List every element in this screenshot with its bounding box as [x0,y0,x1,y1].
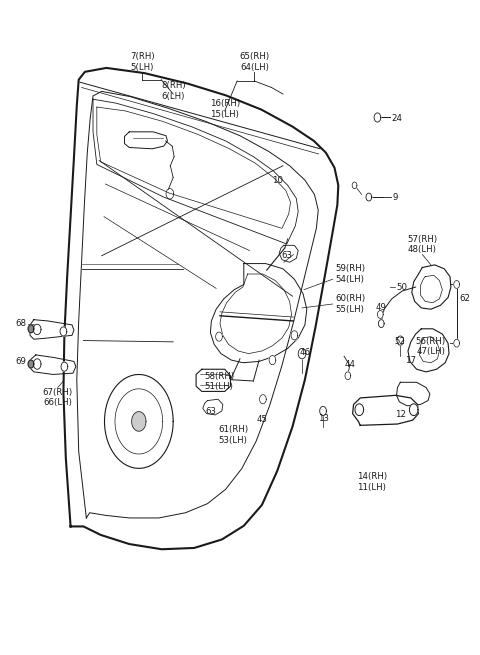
Text: 58(RH)
51(LH): 58(RH) 51(LH) [204,372,234,391]
Polygon shape [115,389,163,454]
Text: 65(RH)
64(LH): 65(RH) 64(LH) [239,52,269,72]
Polygon shape [298,348,306,359]
Text: 24: 24 [392,114,403,123]
Text: 61(RH)
53(LH): 61(RH) 53(LH) [218,425,248,445]
Text: 14(RH)
11(LH): 14(RH) 11(LH) [357,472,387,492]
Text: 68: 68 [15,319,26,328]
Text: 63: 63 [206,407,217,416]
Polygon shape [374,113,381,122]
Polygon shape [454,339,459,347]
Polygon shape [216,332,222,341]
Text: 10: 10 [272,176,283,185]
Polygon shape [61,362,68,371]
Polygon shape [60,327,67,336]
Text: 56(RH)
47(LH): 56(RH) 47(LH) [416,337,446,356]
Polygon shape [345,372,351,380]
Text: 7(RH)
5(LH): 7(RH) 5(LH) [130,52,155,72]
Text: 60(RH)
55(LH): 60(RH) 55(LH) [336,294,366,314]
Polygon shape [320,406,326,415]
Polygon shape [355,404,364,415]
Polygon shape [397,336,404,345]
Polygon shape [28,360,34,368]
Polygon shape [105,375,173,468]
Text: 59(RH)
54(LH): 59(RH) 54(LH) [336,265,365,284]
Text: 52: 52 [395,337,406,346]
Polygon shape [352,182,357,189]
Polygon shape [34,359,41,369]
Text: 50: 50 [396,282,408,291]
Polygon shape [366,193,372,201]
Text: 57(RH)
48(LH): 57(RH) 48(LH) [407,235,437,254]
Text: 9: 9 [393,193,398,202]
Polygon shape [34,324,41,335]
Text: 44: 44 [344,360,355,369]
Polygon shape [409,404,418,415]
Polygon shape [291,331,298,340]
Polygon shape [454,280,459,288]
Text: 62: 62 [459,294,470,303]
Text: 16(RH)
15(LH): 16(RH) 15(LH) [210,100,240,119]
Polygon shape [260,395,266,404]
Text: 12: 12 [395,409,406,419]
Polygon shape [28,325,34,333]
Text: 63: 63 [281,251,292,259]
Polygon shape [269,356,276,365]
Text: 45: 45 [256,415,267,424]
Polygon shape [378,320,384,328]
Text: 69: 69 [15,357,26,366]
Text: 17: 17 [405,356,416,365]
Text: 8(RH)
6(LH): 8(RH) 6(LH) [161,81,185,100]
Polygon shape [377,310,383,318]
Text: 49: 49 [376,303,387,312]
Polygon shape [132,411,146,431]
Text: 46: 46 [300,348,311,358]
Text: 13: 13 [319,413,329,422]
Text: 67(RH)
66(LH): 67(RH) 66(LH) [43,388,73,407]
